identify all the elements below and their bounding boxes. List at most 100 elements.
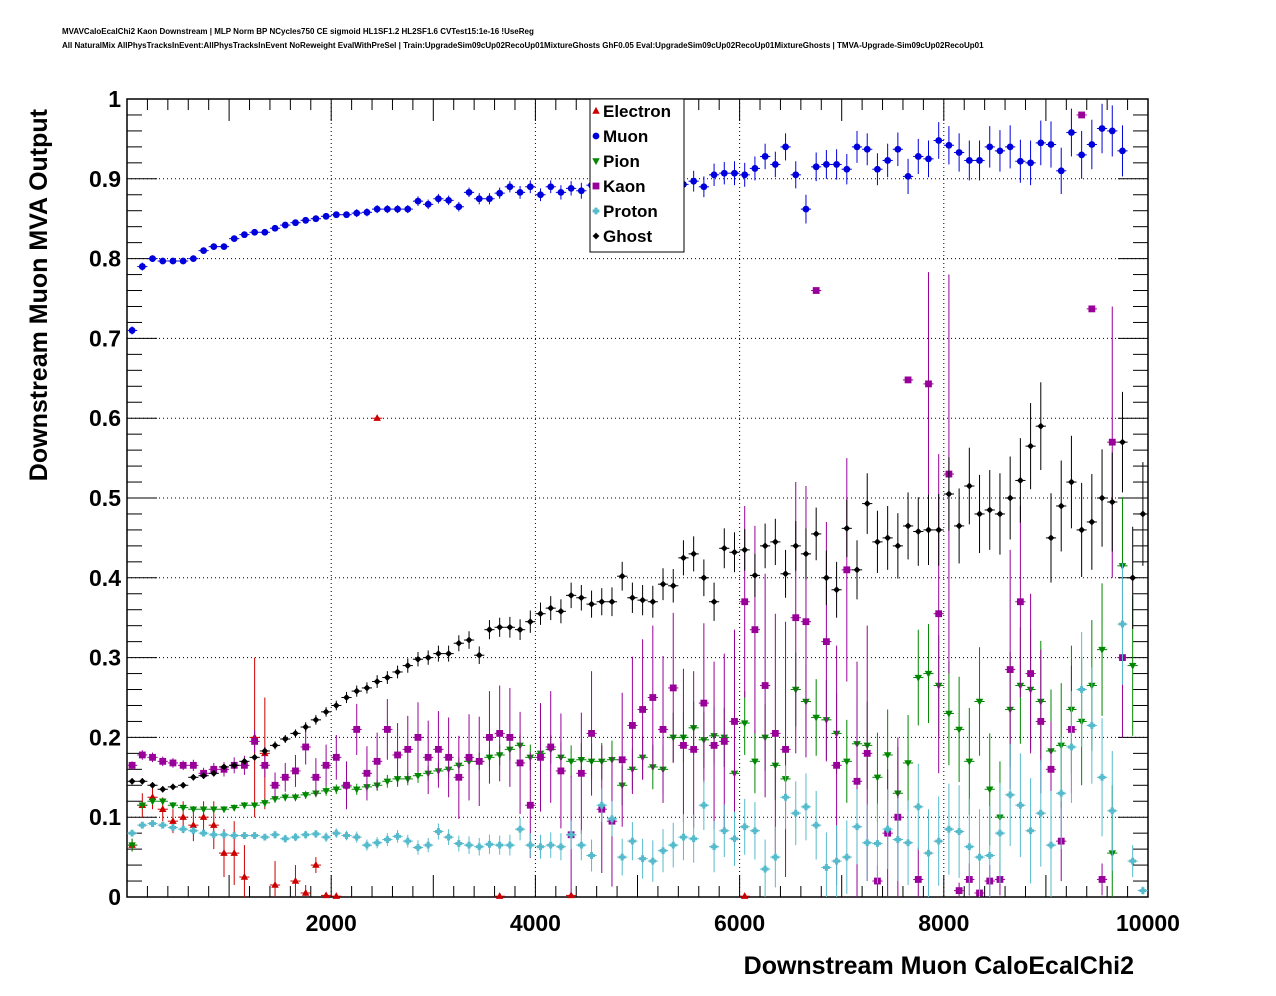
proton-marker: [251, 832, 259, 839]
pion-point: [249, 802, 260, 810]
muon-marker: [414, 197, 422, 205]
ghost-point: [218, 763, 230, 771]
ghost-point: [739, 529, 750, 571]
proton-marker: [751, 827, 759, 835]
ghost-marker: [659, 580, 667, 588]
muon-point: [719, 162, 730, 185]
pion-point: [351, 783, 362, 795]
muon-marker: [363, 208, 371, 216]
muon-point: [525, 180, 536, 194]
pion-marker: [883, 752, 892, 760]
proton-point: [188, 827, 199, 835]
kaon-marker: [261, 761, 269, 769]
ghost-point: [923, 494, 934, 566]
kaon-marker: [588, 730, 595, 737]
ghost-marker: [833, 586, 840, 594]
kaon-marker: [659, 726, 667, 733]
ghost-point: [1066, 435, 1077, 529]
ghost-marker: [598, 598, 606, 606]
kaon-point: [535, 703, 546, 812]
muon-point: [463, 187, 475, 198]
tick-labels: 2000 4000 6000 8000 10000 0 0.1 0.2 0.3 0.4 0.5 0.6…: [89, 86, 1180, 936]
muon-marker: [1078, 151, 1086, 159]
muon-marker: [200, 247, 207, 255]
x-tick-label: 4000: [510, 910, 561, 936]
kaon-marker: [169, 759, 177, 767]
electron-marker: [158, 805, 167, 812]
proton-point: [443, 829, 454, 846]
pion-marker: [945, 710, 953, 718]
proton-point: [320, 832, 332, 842]
legend-entry-pion: Pion: [592, 152, 640, 171]
pion-point: [811, 679, 822, 756]
muon-marker: [761, 153, 769, 160]
proton-marker: [1027, 827, 1034, 835]
ghost-point: [300, 722, 311, 732]
pion-marker: [199, 806, 208, 814]
proton-point: [719, 804, 730, 858]
muon-point: [902, 158, 914, 194]
proton-point: [280, 834, 291, 843]
proton-marker: [169, 824, 177, 831]
ghost-marker: [292, 730, 299, 737]
kaon-point: [1086, 305, 1097, 313]
muon-point: [688, 170, 699, 192]
electron-point: [269, 861, 281, 897]
legend-proton-marker: [592, 207, 600, 215]
electron-marker: [567, 891, 575, 899]
kaon-marker: [822, 638, 830, 646]
ghost-marker: [618, 572, 626, 580]
pion-point: [178, 804, 189, 812]
kaon-point: [167, 758, 179, 768]
legend-entry-kaon: Kaon: [592, 177, 646, 196]
legend-label-proton: Proton: [603, 202, 658, 221]
proton-marker: [210, 831, 218, 839]
ghost-point: [729, 532, 740, 573]
muon-marker: [792, 171, 800, 179]
ghost-point: [402, 658, 413, 673]
ghost-point: [137, 777, 148, 785]
kaon-point: [1076, 111, 1087, 119]
kaon-point: [719, 653, 730, 830]
header-line-1: MVAVCaloEcalChi2 Kaon Downstream | MLP N…: [62, 27, 534, 36]
pion-point: [943, 661, 955, 766]
muon-marker: [986, 143, 994, 151]
muon-point: [913, 138, 924, 175]
proton-marker: [332, 829, 340, 837]
kaon-point: [1025, 593, 1036, 754]
proton-point: [862, 804, 873, 882]
kaon-marker: [904, 376, 912, 384]
proton-marker: [149, 820, 156, 827]
muon-point: [790, 161, 801, 189]
ghost-point: [688, 536, 699, 572]
kaon-marker: [343, 781, 350, 789]
proton-point: [453, 835, 464, 852]
ghost-point: [1076, 482, 1087, 578]
ghost-point: [637, 584, 648, 616]
proton-marker: [373, 839, 381, 847]
kaon-marker: [281, 773, 289, 781]
ghost-point: [310, 715, 321, 725]
proton-point: [902, 800, 914, 886]
kaon-marker: [1088, 305, 1096, 313]
proton-point: [647, 840, 658, 882]
ghost-point: [668, 569, 679, 603]
kaon-point: [811, 287, 822, 294]
muon-point: [933, 122, 944, 159]
proton-marker: [690, 835, 698, 843]
ghost-point: [341, 691, 352, 704]
muon-marker: [976, 157, 983, 164]
muon-point: [974, 140, 985, 181]
ghost-marker: [128, 777, 136, 785]
proton-marker: [945, 825, 953, 833]
muon-marker: [506, 183, 514, 191]
kaon-point: [954, 882, 965, 897]
ghost-marker: [577, 594, 585, 602]
ghost-marker: [179, 781, 187, 789]
muon-marker: [853, 143, 861, 151]
proton-point: [351, 831, 362, 843]
muon-marker: [179, 257, 187, 265]
ghost-marker: [394, 668, 401, 676]
muon-marker: [996, 147, 1004, 155]
proton-marker: [230, 832, 238, 839]
